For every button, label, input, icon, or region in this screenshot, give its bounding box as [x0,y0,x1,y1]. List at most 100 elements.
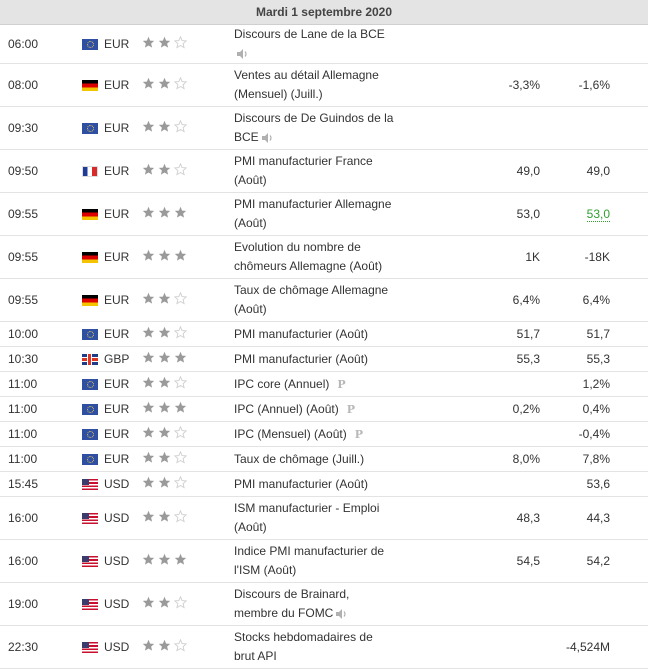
event-label[interactable]: PMI manufacturier (Août) [234,326,369,341]
table-row[interactable]: 11:00 EUR Taux de chômage (Juill.) 8,0% 7,8% [0,446,648,472]
importance-stars [142,371,234,397]
star-filled-icon [158,639,171,651]
previous-label: 6,4% [582,293,610,307]
speaker-icon [261,132,272,143]
event-label[interactable]: PMI manufacturier France (Août) [234,154,373,187]
event-name[interactable]: PMI manufacturier (Août) [234,471,394,497]
currency: EUR [102,149,142,193]
currency: USD [102,539,142,583]
event-label[interactable]: Taux de chômage (Juill.) [234,451,365,466]
table-row[interactable]: 11:00 EUR IPC (Annuel) (Août) P 0,2% 0,4% [0,396,648,422]
event-label[interactable]: ISM manufacturier - Emploi (Août) [234,501,380,534]
table-row[interactable]: 19:00 USD Discours de Brainard, membre du … [0,582,648,626]
row-spacer [610,149,648,193]
event-time: 11:00 [0,421,80,447]
star-filled-icon [174,553,187,565]
stars [142,351,187,364]
event-name[interactable]: PMI manufacturier France (Août) [234,149,394,193]
currency: EUR [102,396,142,422]
table-row[interactable]: 22:30 USD Stocks hebdomadaires de brut API… [0,625,648,669]
table-row[interactable]: 10:30 GBP PMI manufacturier (Août) 55,3 55,3 [0,346,648,372]
previous-value: 0,4% [540,396,610,422]
previous-value: -18K [540,235,610,279]
star-filled-icon [142,596,155,608]
star-filled-icon [142,120,155,132]
event-time: 19:00 [0,582,80,626]
table-row[interactable]: 11:00 EUR IPC core (Annuel) P 1,2% [0,371,648,397]
star-filled-icon [142,249,155,261]
importance-stars [142,321,234,347]
flag-cell [80,582,102,626]
table-row[interactable]: 16:00 USD Indice PMI manufacturier de l'IS… [0,539,648,583]
event-name[interactable]: PMI manufacturier Allemagne (Août) [234,192,394,236]
forecast-value [456,421,540,447]
actual-value [394,321,456,347]
event-label[interactable]: IPC (Annuel) (Août) [234,401,339,416]
flag-cell [80,63,102,107]
star-filled-icon [158,326,171,338]
previous-value: -1,6% [540,63,610,107]
event-name[interactable]: Stocks hebdomadaires de brut API [234,625,394,669]
event-name[interactable]: Discours de De Guindos de la BCE [234,106,394,150]
previous-label: -18K [584,250,610,264]
event-label[interactable]: Discours de Lane de la BCE [234,27,385,41]
event-label[interactable]: IPC (Mensuel) (Août) [234,426,347,441]
event-name[interactable]: IPC (Annuel) (Août) P [234,396,394,422]
event-label[interactable]: PMI manufacturier (Août) [234,476,369,491]
event-name[interactable]: PMI manufacturier (Août) [234,346,394,372]
event-label[interactable]: PMI manufacturier (Août) [234,351,369,366]
table-row[interactable]: 16:00 USD ISM manufacturier - Emploi (Août… [0,496,648,540]
event-name[interactable]: IPC (Mensuel) (Août) P [234,421,394,447]
star-filled-icon [158,163,171,175]
event-label[interactable]: Taux de chômage Allemagne (Août) [234,283,389,316]
table-row[interactable]: 09:55 EUR PMI manufacturier Allemagne (Aoû… [0,192,648,236]
event-label[interactable]: PMI manufacturier Allemagne (Août) [234,197,392,230]
event-label[interactable]: Discours de De Guindos de la BCE [234,111,394,144]
event-name[interactable]: Ventes au détail Allemagne (Mensuel) (Ju… [234,63,394,107]
event-name[interactable]: Discours de Lane de la BCE [234,25,394,64]
star-empty-icon [174,639,187,652]
table-row[interactable]: 09:55 EUR Taux de chômage Allemagne (Août)… [0,278,648,322]
flag-de-icon [82,209,98,221]
stars [142,451,187,464]
event-label[interactable]: Indice PMI manufacturier de l'ISM (Août) [234,544,385,577]
table-row[interactable]: 09:50 EUR PMI manufacturier France (Août) 4… [0,149,648,193]
flag-cell [80,235,102,279]
event-label[interactable]: Stocks hebdomadaires de brut API [234,630,373,663]
currency: EUR [102,106,142,150]
event-name[interactable]: IPC core (Annuel) P [234,371,394,397]
previous-label: -0,4% [578,427,610,441]
event-name[interactable]: ISM manufacturier - Emploi (Août) [234,496,394,540]
table-row[interactable]: 10:00 EUR PMI manufacturier (Août) 51,7 51,7 [0,321,648,347]
row-spacer [610,625,648,669]
event-time: 09:50 [0,149,80,193]
event-name[interactable]: Taux de chômage (Juill.) [234,446,394,472]
table-row[interactable]: 15:45 USD PMI manufacturier (Août) 53,6 [0,471,648,497]
importance-stars [142,471,234,497]
currency: USD [102,496,142,540]
event-name[interactable]: PMI manufacturier (Août) [234,321,394,347]
event-name[interactable]: Taux de chômage Allemagne (Août) [234,278,394,322]
row-spacer [610,371,648,397]
table-row[interactable]: 08:00 EUR Ventes au détail Allemagne (Mens… [0,63,648,107]
stars [142,163,187,176]
flag-cell [80,471,102,497]
event-label[interactable]: IPC core (Annuel) [234,376,330,391]
event-label[interactable]: Ventes au détail Allemagne (Mensuel) (Ju… [234,68,379,101]
event-name[interactable]: Indice PMI manufacturier de l'ISM (Août) [234,539,394,583]
event-name[interactable]: Evolution du nombre de chômeurs Allemagn… [234,235,394,279]
star-filled-icon [174,401,187,413]
star-empty-icon [174,451,187,464]
previous-value: 44,3 [540,496,610,540]
table-row[interactable]: 11:00 EUR IPC (Mensuel) (Août) P -0,4% [0,421,648,447]
row-spacer [610,539,648,583]
table-row[interactable]: 09:30 EUR Discours de De Guindos de la BCE [0,106,648,150]
table-row[interactable]: 09:55 EUR Evolution du nombre de chômeurs … [0,235,648,279]
event-label[interactable]: Evolution du nombre de chômeurs Allemagn… [234,240,383,273]
forecast-value [456,106,540,150]
event-label[interactable]: Discours de Brainard, membre du FOMC [234,587,350,620]
stars [142,639,187,652]
flag-us-icon [82,479,98,491]
event-name[interactable]: Discours de Brainard, membre du FOMC [234,582,394,626]
table-row[interactable]: 06:00 EUR Discours de Lane de la BCE [0,25,648,64]
